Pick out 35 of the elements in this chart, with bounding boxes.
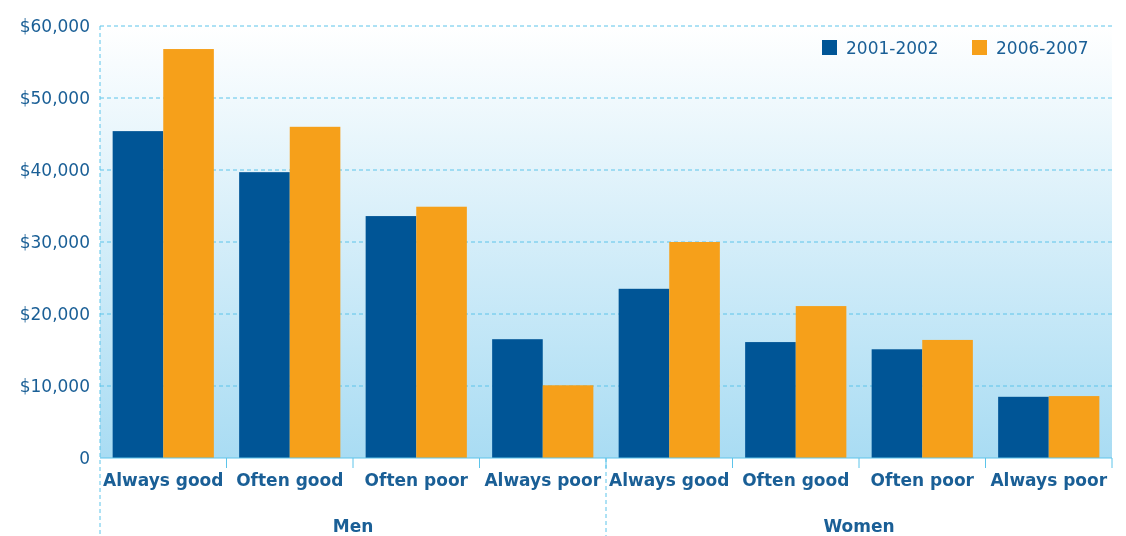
- y-tick-label: $60,000: [19, 15, 90, 36]
- y-tick-label: $30,000: [19, 231, 90, 252]
- x-tick-label: Often good: [236, 470, 344, 490]
- bar: [871, 349, 923, 458]
- y-tick-label: $10,000: [19, 375, 90, 396]
- x-tick-label: Often poor: [870, 470, 975, 490]
- y-tick-label: $20,000: [19, 303, 90, 324]
- bar: [1048, 396, 1100, 458]
- text: Men: [332, 516, 374, 536]
- bar: [998, 396, 1049, 458]
- y-tick-label: 0: [79, 447, 90, 468]
- x-tick-label: Often poor: [364, 470, 469, 490]
- bar: [239, 172, 290, 458]
- x-tick-label: Always poor: [990, 470, 1108, 490]
- bar: [163, 49, 214, 458]
- x-tick-label: Always good: [103, 470, 224, 490]
- y-tick-label: $50,000: [19, 87, 90, 108]
- bar: [289, 126, 341, 458]
- bar: [745, 342, 796, 458]
- legend-label: 2001-2002: [846, 37, 939, 58]
- x-tick-label: Always good: [609, 470, 730, 490]
- bar: [365, 216, 417, 458]
- y-tick-label: $40,000: [19, 159, 90, 180]
- bar: [112, 131, 164, 458]
- bar: [669, 242, 720, 458]
- x-tick-label: Always poor: [484, 470, 602, 490]
- text: Women: [823, 516, 895, 536]
- bar: [795, 306, 847, 458]
- bar: [492, 339, 543, 458]
- bar: [416, 206, 467, 458]
- bar: [618, 288, 670, 458]
- bar: [922, 339, 973, 458]
- x-tick-label: Often good: [742, 470, 850, 490]
- legend-label: 2006-2007: [996, 37, 1089, 58]
- bar: [542, 385, 594, 458]
